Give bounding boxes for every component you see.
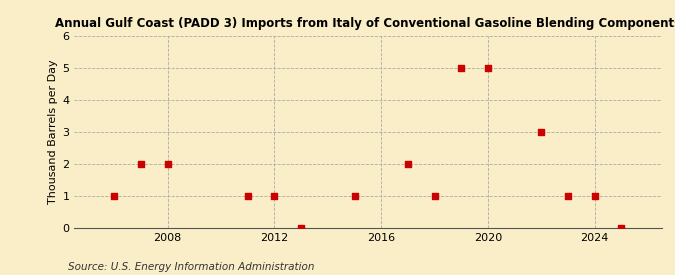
Y-axis label: Thousand Barrels per Day: Thousand Barrels per Day xyxy=(48,60,58,204)
Text: Source: U.S. Energy Information Administration: Source: U.S. Energy Information Administ… xyxy=(68,262,314,272)
Point xyxy=(349,194,360,198)
Point xyxy=(483,66,493,70)
Point xyxy=(429,194,440,198)
Point xyxy=(536,130,547,134)
Point xyxy=(402,162,413,166)
Point xyxy=(162,162,173,166)
Point xyxy=(296,226,306,230)
Point xyxy=(136,162,146,166)
Point xyxy=(589,194,600,198)
Point xyxy=(109,194,119,198)
Point xyxy=(616,226,627,230)
Point xyxy=(456,66,466,70)
Point xyxy=(269,194,280,198)
Point xyxy=(242,194,253,198)
Title: Annual Gulf Coast (PADD 3) Imports from Italy of Conventional Gasoline Blending : Annual Gulf Coast (PADD 3) Imports from … xyxy=(55,17,675,31)
Point xyxy=(563,194,574,198)
